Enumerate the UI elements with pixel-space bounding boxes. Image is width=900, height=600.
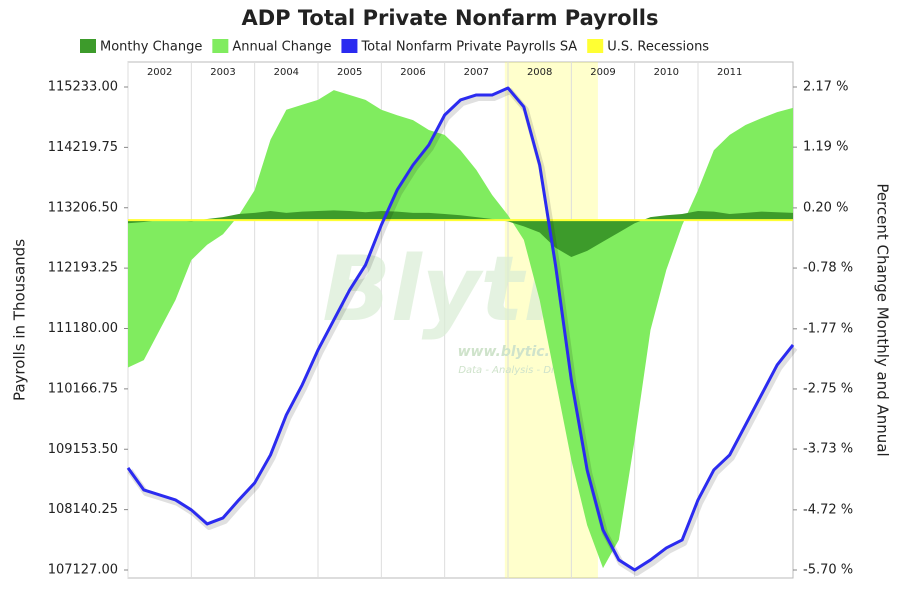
y2-tick-label: -1.77 %	[803, 321, 853, 336]
area	[128, 90, 793, 569]
y2-tick-label: -4.72 %	[803, 502, 853, 517]
y-tick-label: 111180.00	[48, 321, 118, 336]
x-tick-label: 2009	[590, 67, 615, 78]
plot: 2002 2003 2004 2005 2006 2007 2008 2009 2010 2011…	[124, 62, 798, 578]
legend-label: U.S. Recessions	[607, 40, 709, 55]
y-tick-label: 112193.25	[48, 261, 118, 276]
x-tick-label: 2010	[654, 67, 679, 78]
x-tick-label: 2011	[717, 67, 742, 78]
area	[128, 210, 793, 258]
legend-swatch	[212, 39, 229, 53]
y-tick-label: 109153.50	[48, 442, 118, 457]
legend-swatch	[587, 39, 604, 53]
x-tick-label: 2008	[527, 67, 552, 78]
x-tick-label: 2006	[400, 67, 425, 78]
y2-tick-label: -3.73 %	[803, 442, 853, 457]
x-tick-label: 2005	[337, 67, 362, 78]
y2-axis-title: Percent Change Monthly and Annual	[874, 183, 892, 456]
y-tick-label: 108140.25	[48, 502, 118, 517]
legend-swatch	[80, 39, 96, 53]
x-tick-label: 2004	[274, 67, 299, 78]
legend: Monthy Change Annual Change Total Nonfarm …	[80, 39, 709, 55]
y2-tick-label: 1.19 %	[803, 140, 848, 155]
y-tick-label: 110166.75	[48, 381, 118, 396]
y-axis-title: Payrolls in Thousands	[11, 239, 29, 401]
legend-label: Total Nonfarm Private Payrolls SA	[360, 40, 577, 55]
y2-tick-label: -2.75 %	[803, 381, 853, 396]
y2-tick-label: 2.17 %	[803, 80, 848, 95]
legend-label: Annual Change	[232, 40, 331, 55]
y-tick-label: 114219.75	[48, 140, 118, 155]
watermark: Data - Analysis - Distribution	[458, 365, 601, 376]
y-tick-label: 107127.00	[48, 563, 118, 578]
x-tick-label: 2003	[210, 67, 235, 78]
y2-tick-label: 0.20 %	[803, 200, 848, 215]
legend-swatch	[341, 39, 358, 53]
x-tick-label: 2007	[464, 67, 489, 78]
chart-title: ADP Total Private Nonfarm Payrolls	[242, 6, 659, 30]
y2-tick-label: -5.70 %	[803, 563, 853, 578]
line-shadow	[127, 88, 798, 576]
legend-label: Monthy Change	[100, 40, 202, 55]
y-tick-label: 115233.00	[48, 80, 118, 95]
line	[126, 86, 795, 572]
x-tick-label: 2002	[147, 67, 172, 78]
y2-tick-label: -0.78 %	[803, 261, 853, 276]
plot-area	[127, 61, 794, 579]
y-tick-label: 113206.50	[48, 200, 118, 215]
